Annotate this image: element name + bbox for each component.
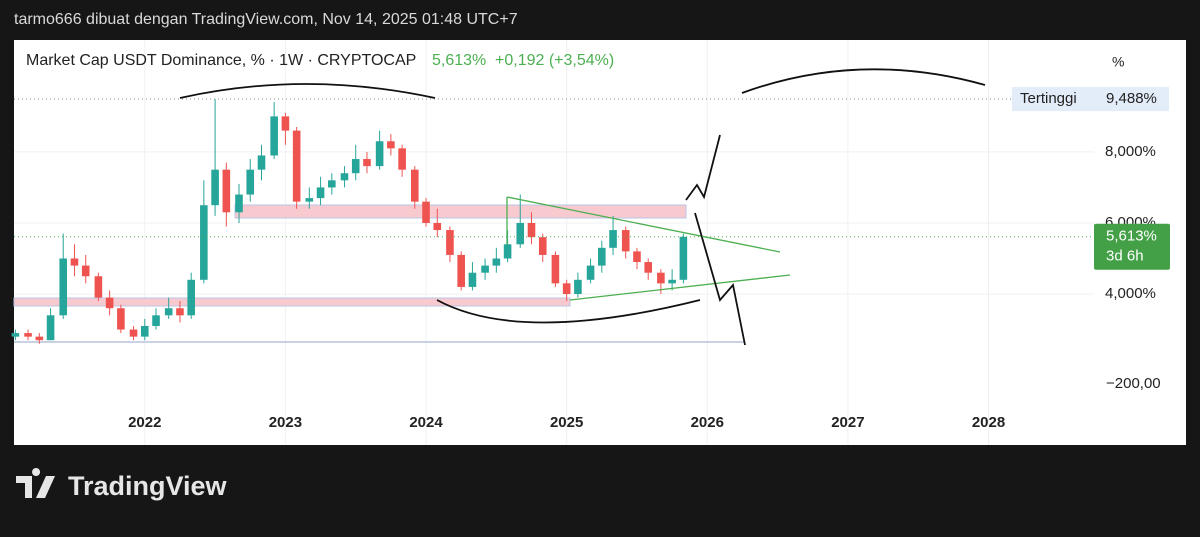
- candle-body: [562, 283, 571, 295]
- x-tick-label: 2023: [269, 414, 302, 431]
- tv-logo: TradingView: [16, 468, 228, 501]
- x-tick-label: 2025: [550, 414, 583, 431]
- candle-body: [235, 194, 243, 213]
- candle-body: [644, 262, 653, 273]
- candle-body: [398, 148, 406, 170]
- arc-bottom: [436, 299, 701, 324]
- candle-body: [457, 254, 465, 287]
- candle-body: [24, 333, 32, 337]
- high-label: 9,488%: [1106, 90, 1157, 107]
- candle-body: [387, 141, 395, 149]
- candles: [11, 98, 688, 344]
- symbol-title: Market Cap USDT Dominance, % · 1W · CRYP…: [26, 52, 416, 69]
- x-tick-label: 2028: [972, 414, 1005, 431]
- down-scenario: [694, 212, 746, 346]
- arc-future: [741, 68, 986, 94]
- candle-body: [328, 180, 336, 188]
- candle-body: [586, 265, 595, 280]
- candle-body: [503, 244, 512, 259]
- candle-body: [492, 258, 501, 266]
- candle-body: [11, 333, 20, 337]
- y-tick-label: 4,000%: [1105, 285, 1156, 302]
- candle-body: [481, 265, 489, 273]
- candle-body: [257, 155, 266, 170]
- last-tag: [1094, 223, 1170, 270]
- upper-trendline: [506, 196, 781, 253]
- candle-body: [94, 276, 103, 298]
- candle-body: [164, 308, 173, 316]
- x-tick-label: 2022: [128, 414, 161, 431]
- candle-body: [351, 159, 360, 174]
- candle-body: [538, 237, 547, 255]
- candle-body: [246, 169, 255, 195]
- candle-body: [46, 315, 55, 341]
- candle-body: [363, 159, 371, 167]
- drawings: [179, 68, 986, 346]
- candle-body: [574, 279, 582, 295]
- candle-body: [433, 222, 442, 231]
- candle-body: [609, 230, 617, 248]
- candle-body: [281, 116, 290, 131]
- support-zone: [13, 297, 571, 307]
- candle-body: [81, 265, 90, 277]
- candle-body: [35, 336, 44, 341]
- arc-top: [179, 83, 436, 99]
- candle-body: [200, 205, 208, 280]
- last-label: 5,613%: [1106, 228, 1157, 245]
- candle-body: [152, 315, 160, 326]
- candle-body: [668, 279, 676, 284]
- candle-body: [446, 230, 454, 255]
- candle-body: [292, 130, 301, 202]
- countdown: 3d 6h: [1106, 248, 1144, 265]
- candle-body: [657, 272, 665, 284]
- up-scenario: [685, 134, 721, 201]
- candle-body: [422, 201, 430, 223]
- candle-body: [340, 173, 349, 181]
- axes: 2022 2023 2024 2025 2026 2027 20284,000%6,000%…: [14, 87, 1170, 431]
- brand: TradingView: [68, 471, 228, 501]
- candle-body: [211, 169, 219, 206]
- last-value: 5,613%: [432, 52, 486, 69]
- candle-body: [305, 198, 314, 202]
- x-tick-label: 2026: [691, 414, 724, 431]
- y-tick-label: 8,000%: [1105, 143, 1156, 160]
- candle-body: [551, 254, 560, 284]
- candle-body: [516, 222, 525, 245]
- candle-body: [375, 141, 384, 167]
- change: +0,192 (+3,54%): [495, 52, 614, 69]
- candle-body: [129, 329, 138, 337]
- lower-trendline: [569, 274, 791, 301]
- candle-body: [222, 169, 231, 213]
- x-tick-label: 2024: [409, 414, 443, 431]
- candle-body: [105, 297, 114, 309]
- axis-unit: %: [1112, 54, 1124, 70]
- candle-body: [468, 272, 477, 287]
- candle-body: [187, 279, 195, 316]
- candle-body: [598, 247, 606, 266]
- candle-body: [117, 308, 125, 330]
- candle-body: [621, 230, 630, 252]
- logo-mark: [16, 468, 55, 498]
- high-tag: [1012, 87, 1169, 112]
- header: tarmo666 dibuat dengan TradingView.com, …: [14, 11, 518, 28]
- candle-body: [70, 258, 79, 266]
- chart-panel: [14, 40, 1186, 445]
- axis-label: −200,00: [1106, 375, 1161, 392]
- candle-body: [633, 251, 641, 263]
- x-tick-label: 2027: [831, 414, 864, 431]
- candle-body: [176, 308, 184, 316]
- candle-body: [270, 116, 278, 156]
- candle-body: [59, 258, 68, 316]
- high-name: Tertinggi: [1020, 90, 1077, 107]
- candle-body: [140, 325, 149, 337]
- candle-body: [679, 236, 688, 280]
- candle-body: [410, 169, 419, 202]
- resistance-zone: [234, 204, 687, 219]
- candle-body: [527, 222, 536, 238]
- candle-body: [316, 187, 325, 199]
